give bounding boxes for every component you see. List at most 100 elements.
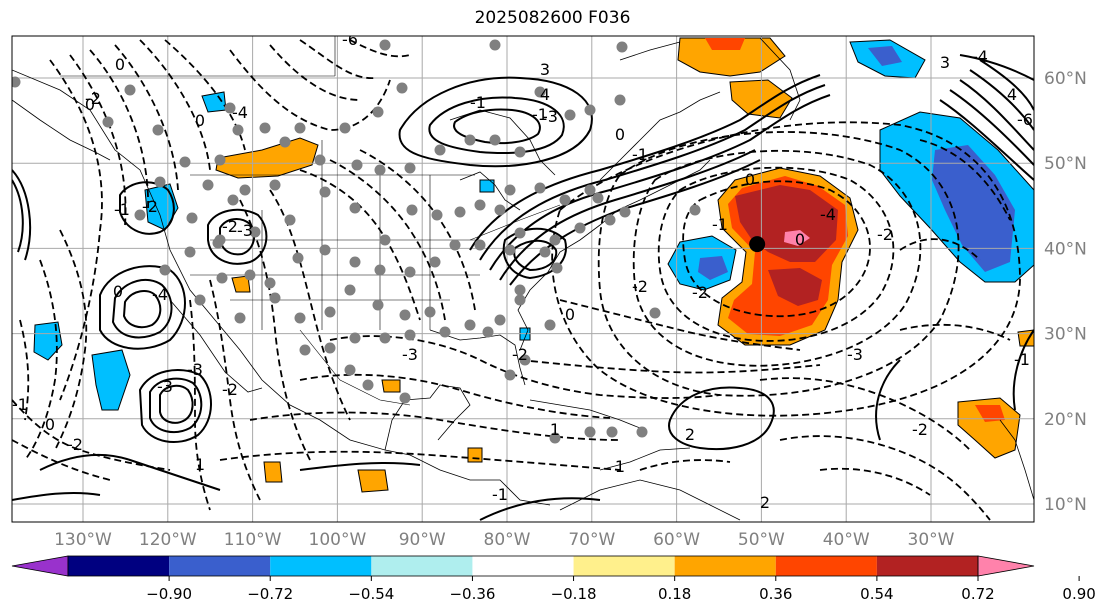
station-marker [279,136,291,148]
station-marker [159,264,171,276]
station-marker [232,124,244,136]
station-marker [214,154,226,166]
latitude-label: 30°N [1044,325,1087,345]
station-marker [564,109,576,121]
longitude-label: 110°W [224,530,282,550]
contour-label: -4 [972,47,988,66]
cold-anomaly-pacific-2 [91,349,131,411]
colorbar-tick-label: −0.36 [449,585,495,603]
station-marker [519,354,531,366]
station-marker [269,179,281,191]
station-marker [372,106,384,118]
station-marker [294,122,306,134]
contour-label: -3 [542,107,558,126]
latitude-label: 40°N [1044,239,1087,259]
contour-label: -6 [1017,110,1033,129]
colorbar-segment [270,556,372,576]
contour-label: 0 [745,170,755,189]
colorbar-segment [674,556,776,576]
station-marker [124,84,136,96]
station-marker [404,266,416,278]
station-marker [431,209,443,221]
station-marker [404,329,416,341]
warm-spot-1 [231,275,251,293]
station-marker [649,307,661,319]
contour-labels: 00-4-2-3-1-10-1 -2-2 -30 -4-3-2-101-221-100… [12,36,1033,512]
latitude-label: 10°N [1044,495,1087,515]
contour-label: -2 [142,197,158,216]
station-marker [619,206,631,218]
contour-label: -1 [632,145,648,164]
station-marker [616,41,628,53]
colorbar-tick-label: 0.36 [759,585,792,603]
station-marker [374,264,386,276]
station-marker [12,76,21,88]
station-marker [154,176,166,188]
station-marker [264,277,276,289]
station-marker [489,39,501,51]
warm-anomaly-north-core [705,38,745,50]
station-marker [514,146,526,158]
station-marker [102,116,114,128]
warm-anomaly-east-atlantic [957,397,1021,459]
warm-anomaly-north [677,37,786,77]
positive-contours [12,54,1034,521]
station-marker [549,234,561,246]
colorbar-segment [169,556,271,576]
station-marker [179,156,191,168]
station-marker [202,179,214,191]
station-marker [396,82,408,94]
latitude-label: 50°N [1044,154,1087,174]
station-marker [494,314,506,326]
station-marker [504,244,516,256]
station-marker [614,94,626,106]
station-marker [504,369,516,381]
contour-label: -1 [712,215,728,234]
longitude-label: 90°W [399,530,446,550]
contour-label: 2 [685,425,695,444]
station-marker [592,192,604,204]
contour-label: -3 [187,360,203,379]
contour-label: 3 [940,53,950,72]
station-marker [339,122,351,134]
station-marker [539,246,551,258]
station-marker [224,102,236,114]
station-marker [551,262,563,274]
longitude-label: 60°W [653,530,700,550]
station-marker [584,104,596,116]
station-marker [134,209,146,221]
station-marker [584,426,596,438]
station-marker [379,234,391,246]
station-marker [344,364,356,376]
station-marker [424,306,436,318]
contour-label: -3 [237,221,253,240]
station-marker [404,162,416,174]
station-marker [514,227,526,239]
station-marker [319,244,331,256]
warm-spot-4 [357,469,389,493]
colorbar-tick-label: 0.54 [860,585,893,603]
station-marker [534,86,546,98]
contour-label: -2 [877,225,893,244]
contour-label: -3 [157,377,173,396]
contour-label: -1 [532,105,548,124]
station-marker [514,294,526,306]
station-marker [474,239,486,251]
colorbar-extend-high [977,555,1035,577]
longitude-label: 70°W [568,530,615,550]
warm-anomaly-secondary [768,268,822,306]
colorbar-outline [67,555,979,577]
warm-spot-5 [467,447,483,463]
station-marker [534,182,546,194]
station-marker [319,186,331,198]
station-marker [374,164,386,176]
station-marker [152,124,164,136]
station-marker [454,206,466,218]
warm-anomaly-west-us [215,137,319,179]
station-marker [439,326,451,338]
contour-label: 0 [795,230,805,249]
station-marker [544,319,556,331]
station-marker [494,204,506,216]
station-marker [482,326,494,338]
